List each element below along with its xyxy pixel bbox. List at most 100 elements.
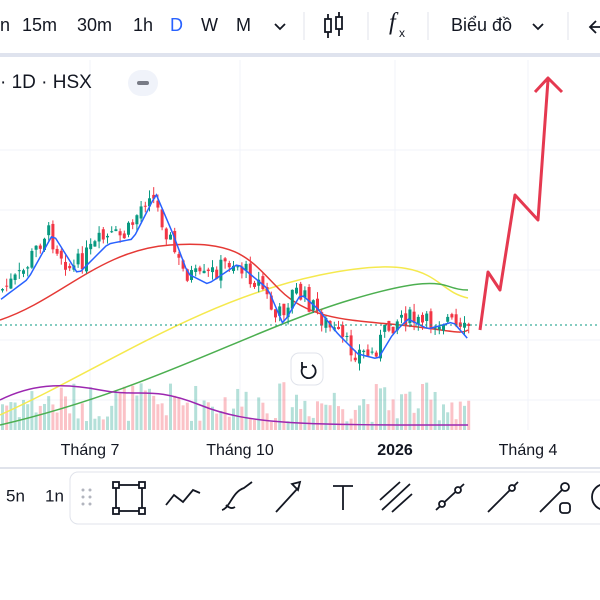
drawing-toolbar xyxy=(69,471,600,525)
volume-bar xyxy=(404,393,408,430)
interval-active[interactable]: D xyxy=(170,15,183,35)
candle xyxy=(223,258,227,262)
volume-bar xyxy=(118,393,122,430)
candle xyxy=(9,278,13,289)
back-icon[interactable] xyxy=(588,20,600,34)
candle xyxy=(429,311,433,328)
candle xyxy=(34,245,38,250)
path-tool[interactable] xyxy=(165,488,201,506)
line-tool-dot xyxy=(438,500,446,508)
volume-bar xyxy=(80,403,84,430)
chevron[interactable] xyxy=(532,23,544,31)
chevron[interactable] xyxy=(274,23,286,31)
volume-bar xyxy=(421,384,424,430)
candle xyxy=(286,307,290,318)
volume-bar xyxy=(303,400,307,430)
volume-bar xyxy=(269,421,273,430)
volume-bar xyxy=(412,412,416,430)
candle xyxy=(206,269,210,272)
volume-bar xyxy=(374,384,378,430)
volume-bar xyxy=(43,403,46,430)
volume-bar xyxy=(416,408,420,430)
more-tool[interactable] xyxy=(591,484,600,510)
rect-tool[interactable] xyxy=(112,481,146,515)
volume-bar xyxy=(72,383,76,430)
ray-tool-dot xyxy=(508,484,516,492)
interval[interactable]: 15m xyxy=(22,15,57,35)
channel-tool[interactable] xyxy=(379,481,413,513)
tool-lock xyxy=(559,502,571,514)
candle xyxy=(257,279,261,286)
candle xyxy=(463,322,466,328)
reset-button[interactable] xyxy=(290,352,324,386)
volume-bar xyxy=(261,402,265,430)
chart-type[interactable]: Biểu đồ xyxy=(451,15,512,35)
volume-bar xyxy=(131,385,135,430)
top-toolbar: n 15m 30m 1h D W M f x Biểu đồ xyxy=(0,10,600,57)
candle xyxy=(337,326,340,330)
arrow-tool[interactable] xyxy=(275,480,302,513)
volume-bar xyxy=(211,406,214,430)
volume-bar xyxy=(383,387,387,430)
volume-bar xyxy=(64,396,67,430)
volume-bar xyxy=(5,405,9,430)
volume-bar xyxy=(101,419,105,430)
interval[interactable]: W xyxy=(201,15,218,35)
volume-bar xyxy=(122,386,126,430)
x-label: Tháng 7 xyxy=(61,442,120,459)
candle xyxy=(307,287,311,312)
ma-green xyxy=(0,282,469,426)
candle xyxy=(156,200,160,208)
candle xyxy=(89,243,93,250)
volume-bar xyxy=(85,421,88,430)
ma-purple xyxy=(0,384,469,426)
volume-bar xyxy=(370,421,374,430)
volume-bar xyxy=(51,404,55,430)
interval[interactable]: M xyxy=(236,15,251,35)
candle xyxy=(198,267,202,272)
candle xyxy=(437,326,441,330)
volume-bar xyxy=(68,413,72,430)
volume-bar xyxy=(17,417,21,430)
candle xyxy=(194,268,198,272)
interval[interactable]: 1h xyxy=(133,15,153,35)
candle xyxy=(1,289,4,291)
volume-bar xyxy=(232,408,235,430)
candle xyxy=(269,295,273,310)
brush-tool[interactable] xyxy=(221,481,253,511)
candle xyxy=(173,230,177,253)
volume-bar xyxy=(248,418,252,430)
candle xyxy=(30,250,34,268)
volume-bar xyxy=(206,402,210,430)
interval[interactable]: 30m xyxy=(77,15,112,35)
candle xyxy=(253,282,256,287)
volume-bar xyxy=(9,402,13,430)
volume-bar xyxy=(295,394,298,430)
candle xyxy=(345,335,349,337)
candle xyxy=(22,270,25,274)
range[interactable]: 5n xyxy=(6,486,25,505)
candle xyxy=(341,325,345,337)
candle xyxy=(370,351,374,353)
candle xyxy=(181,260,185,269)
volume-bar xyxy=(135,395,139,430)
volume-bar xyxy=(160,403,164,430)
range[interactable]: 1n xyxy=(45,486,64,505)
x-label: Tháng 10 xyxy=(206,442,274,459)
line-tool-dot xyxy=(454,486,462,494)
volume-bar xyxy=(341,409,345,430)
candle xyxy=(236,266,240,268)
candle xyxy=(47,225,51,236)
indicator-icon[interactable]: f xyxy=(389,10,399,36)
volume-bar xyxy=(458,401,462,430)
indicator-icon-sub[interactable]: x xyxy=(399,26,405,40)
candle xyxy=(106,235,109,238)
volume-bar xyxy=(127,420,130,430)
volume-bar xyxy=(177,398,181,430)
interval[interactable]: n xyxy=(0,15,10,35)
volume-bar xyxy=(244,391,248,430)
volume-bar xyxy=(446,412,450,430)
candle-icon[interactable] xyxy=(324,12,343,38)
candle xyxy=(76,253,80,265)
